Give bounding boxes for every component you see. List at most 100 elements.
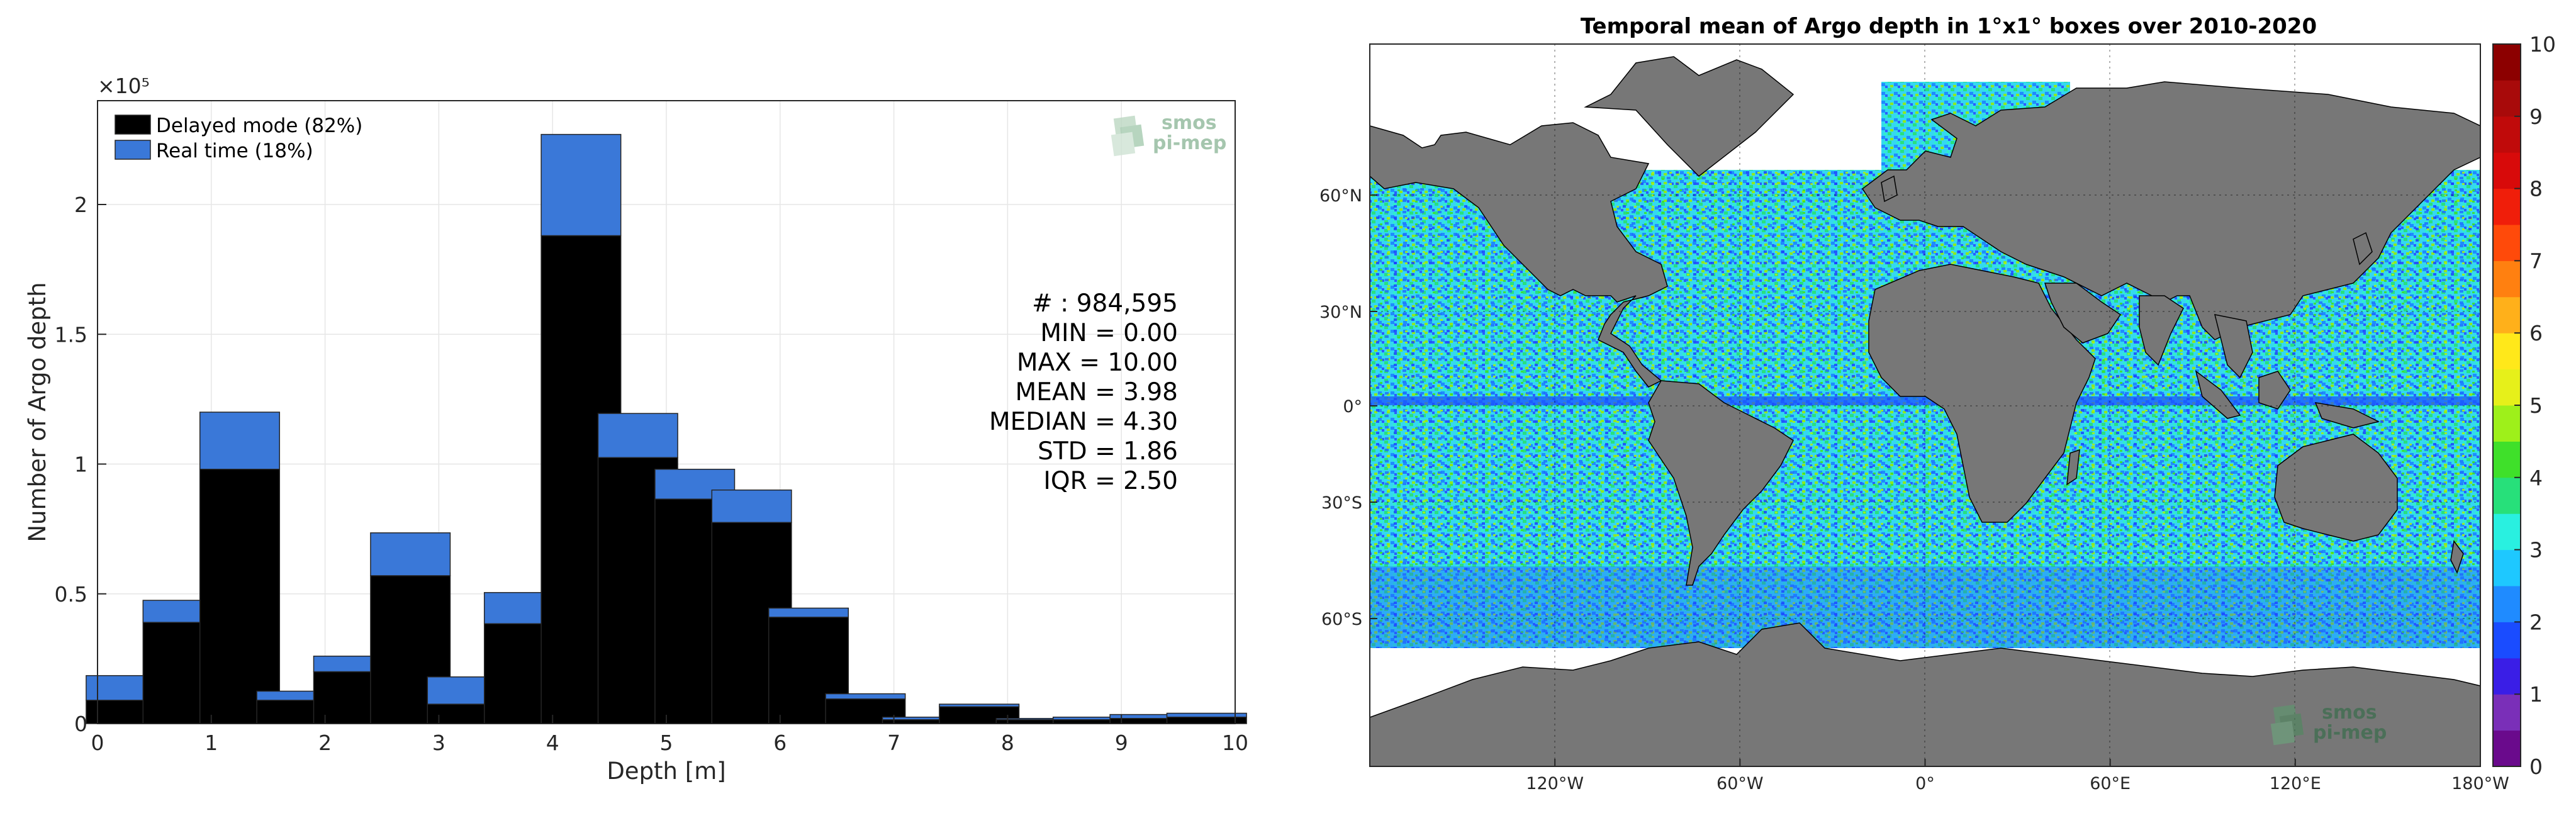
colorbar-segment — [2493, 658, 2521, 695]
y-axis-label: Number of Argo depth — [24, 282, 51, 542]
svg-text:smos: smos — [2322, 702, 2377, 724]
stat-iqr: IQR = 2.50 — [1043, 467, 1178, 495]
colorbar-segment — [2493, 369, 2521, 406]
x-tick-label: 5 — [660, 731, 673, 755]
svg-text:pi-mep: pi-mep — [1153, 132, 1226, 154]
bar-real-time — [370, 532, 451, 576]
argo-depth-map: Temporal mean of Argo depth in 1°x1° box… — [1319, 14, 2556, 793]
lon-tick-label: 60°W — [1716, 774, 1764, 793]
x-tick-label: 1 — [204, 731, 218, 755]
colorbar-tick-label: 6 — [2529, 321, 2543, 345]
bar-real-time — [711, 490, 792, 524]
colorbar-segment — [2493, 622, 2521, 659]
smos-pi-mep-logo: smos pi-mep — [1111, 112, 1226, 157]
indochina — [2214, 314, 2253, 379]
histogram-y-ticks: 0 0.5 1 1.5 2 — [55, 193, 106, 736]
colorbar-tick-label: 4 — [2529, 466, 2543, 490]
lon-tick-label: 120°W — [1526, 774, 1584, 793]
y-tick-label: 0.5 — [55, 582, 87, 607]
lat-tick-label: 30°S — [1321, 493, 1362, 513]
north-america — [1370, 122, 1668, 388]
colorbar-segment — [2493, 441, 2521, 478]
y-tick-label: 2 — [74, 193, 87, 217]
histogram-legend: Delayed mode (82%) Real time (18%) — [115, 115, 362, 162]
colorbar-ticks: 0 1 2 3 4 5 6 7 8 9 10 — [2514, 32, 2556, 779]
x-tick-label: 6 — [773, 731, 787, 755]
histogram-bars — [86, 133, 1247, 724]
legend-swatch-realtime — [115, 140, 151, 160]
europe-asia — [1861, 81, 2480, 340]
australia — [2274, 434, 2398, 542]
colorbar-segment — [2493, 80, 2521, 117]
x-tick-label: 7 — [887, 731, 900, 755]
bar-real-time — [540, 133, 622, 237]
y-tick-label: 1 — [74, 452, 87, 477]
africa — [1868, 264, 2096, 523]
lon-tick-label: 180°W — [2451, 774, 2509, 793]
colorbar-segment — [2493, 549, 2521, 586]
legend-label-delayed: Delayed mode (82%) — [156, 115, 362, 137]
x-tick-label: 3 — [432, 731, 445, 755]
stat-median: MEDIAN = 4.30 — [989, 408, 1178, 436]
bar-real-time — [597, 413, 678, 458]
histogram-chart: 0 1 2 3 4 5 6 7 8 9 10 0 0.5 1 1.5 2 ×10⁵ Depth [m] Nu… — [24, 74, 1248, 785]
colorbar-segment — [2493, 405, 2521, 442]
map-smos-pi-mep-logo: smos pi-mep — [2270, 702, 2387, 746]
x-tick-label: 8 — [1001, 731, 1014, 755]
map-latitude-ticks: 60°N 30°N 0° 30°S 60°S — [1319, 186, 1377, 629]
lon-tick-label: 60°E — [2090, 774, 2131, 793]
stats-block: # : 984,595 MIN = 0.00 MAX = 10.00 MEAN … — [989, 289, 1178, 495]
colorbar-tick-label: 8 — [2529, 177, 2543, 201]
colorbar-segment — [2493, 116, 2521, 153]
madagascar — [2066, 449, 2080, 486]
colorbar-segment — [2493, 586, 2521, 622]
stat-mean: MEAN = 3.98 — [1016, 378, 1178, 406]
colorbar-segment — [2493, 513, 2521, 551]
map-title: Temporal mean of Argo depth in 1°x1° box… — [1581, 14, 2317, 39]
map-longitude-ticks: 120°W 60°W 0° 60°E 120°E 180°W — [1526, 759, 2509, 793]
y-tick-label: 1.5 — [55, 322, 87, 347]
x-tick-label: 2 — [318, 731, 332, 755]
x-tick-label: 0 — [91, 731, 104, 755]
y-multiplier: ×10⁵ — [98, 74, 150, 98]
borneo — [2258, 371, 2291, 410]
stat-max: MAX = 10.00 — [1017, 349, 1178, 377]
colorbar-tick-label: 5 — [2529, 393, 2543, 418]
colorbar-segment — [2493, 44, 2521, 81]
new-guinea — [2314, 402, 2380, 429]
colorbar-tick-label: 0 — [2529, 754, 2543, 779]
lat-tick-label: 60°N — [1319, 186, 1362, 206]
y-tick-label: 0 — [74, 712, 87, 736]
colorbar-segment — [2493, 225, 2521, 261]
x-tick-label: 9 — [1115, 731, 1128, 755]
colorbar-segment — [2493, 730, 2521, 767]
colorbar-segment — [2493, 333, 2521, 370]
colorbar-segment — [2493, 477, 2521, 514]
colorbar — [2493, 44, 2521, 767]
map-graticule — [1370, 44, 2480, 766]
greenland — [1584, 56, 1795, 177]
bar-real-time — [1166, 712, 1247, 718]
legend-label-realtime: Real time (18%) — [156, 140, 313, 162]
x-tick-label: 4 — [546, 731, 559, 755]
bar-real-time — [199, 412, 281, 470]
southern-band — [1370, 566, 2480, 648]
x-tick-label: 10 — [1222, 731, 1248, 755]
histogram-x-ticks: 0 1 2 3 4 5 6 7 8 9 10 — [91, 715, 1248, 755]
sumatra — [2195, 370, 2241, 419]
colorbar-tick-label: 1 — [2529, 682, 2543, 707]
stat-std: STD = 1.86 — [1038, 437, 1178, 466]
colorbar-tick-label: 7 — [2529, 249, 2543, 273]
svg-text:smos: smos — [1162, 112, 1217, 134]
colorbar-tick-label: 9 — [2529, 104, 2543, 129]
bar-real-time — [939, 703, 1020, 707]
legend-swatch-delayed — [115, 115, 151, 135]
india — [2139, 295, 2184, 366]
colorbar-segment — [2493, 152, 2521, 189]
bar-real-time — [768, 607, 849, 618]
south-america — [1648, 380, 1794, 586]
japan — [2353, 232, 2373, 266]
lon-tick-label: 0° — [1915, 774, 1935, 793]
bar-delayed-mode — [199, 469, 281, 724]
